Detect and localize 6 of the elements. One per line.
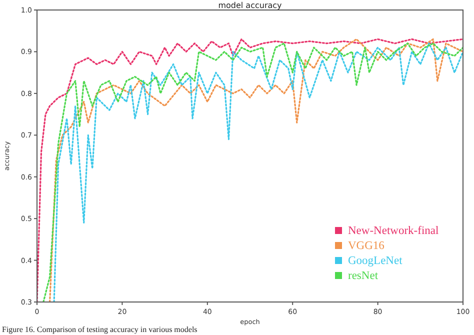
legend-label: resNet	[348, 270, 379, 282]
caption: Figure 16. Comparison of testing accuracy in various models	[2, 325, 198, 334]
legend-label: New-Network-final	[348, 225, 439, 237]
legend-label: VGG16	[348, 240, 385, 252]
chart-title: model accuracy	[218, 1, 282, 10]
legend-label: GoogLeNet	[348, 255, 404, 267]
